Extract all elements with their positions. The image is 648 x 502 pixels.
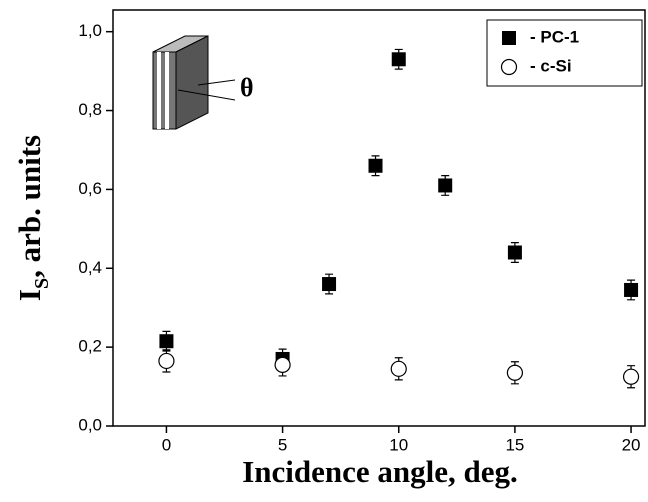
y-axis-label: IS, arb. units [12,135,53,301]
y-label-main: I [12,289,47,301]
x-tick-label: 0 [162,435,171,454]
data-point [158,352,175,370]
data-point [507,245,522,260]
data-point [438,178,453,193]
y-tick-label: 0,0 [78,415,102,434]
annotation: θ [240,73,254,102]
data-point [390,360,407,377]
x-axis-label: Incidence angle, deg. [242,454,518,489]
legend-marker [500,58,518,76]
y-tick-label: 0,2 [78,337,102,356]
data-point [391,52,406,67]
y-label-rest: , arb. units [12,135,47,278]
y-tick-label: 0,8 [78,100,102,119]
x-tick-label: 15 [505,435,524,454]
y-tick-label: 0,4 [78,258,102,277]
legend-label: - PC-1 [530,27,579,46]
data-point [322,277,337,292]
y-tick-label: 0,6 [78,179,102,198]
legend-marker [502,31,516,45]
data-point [624,282,639,297]
y-label-sub: S [31,278,53,289]
data-point [368,158,383,173]
data-point [159,334,174,349]
inset-diagram [152,35,236,130]
plot-frame [112,9,646,427]
x-tick-label: 10 [389,435,408,454]
y-tick-label: 1,0 [78,21,102,40]
x-tick-label: 20 [622,435,641,454]
data-point [622,368,640,385]
data-point [506,364,524,381]
legend-label: - c-Si [530,56,572,75]
data-point [274,356,291,373]
x-tick-label: 5 [278,435,287,454]
